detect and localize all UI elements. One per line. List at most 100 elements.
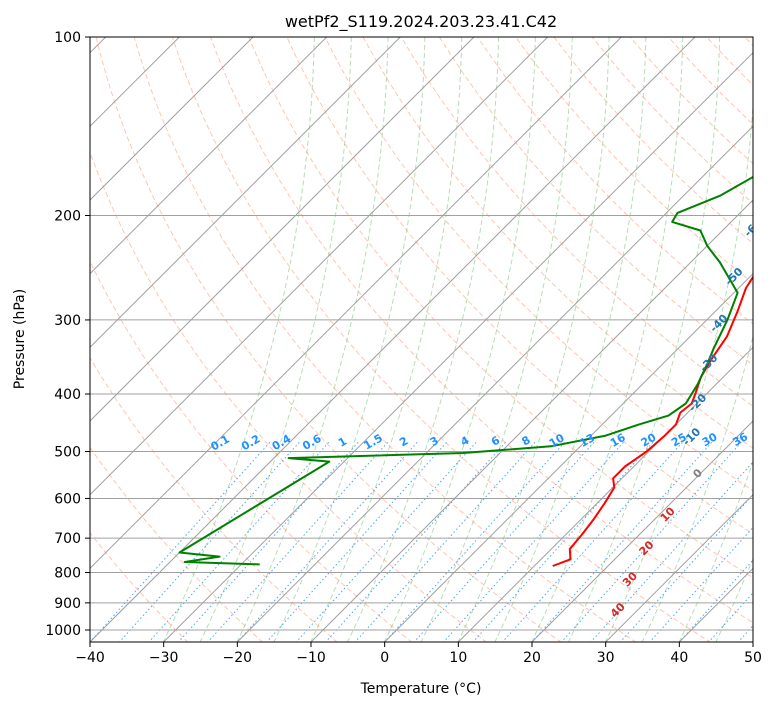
dry-adiabat-line bbox=[477, 37, 753, 325]
mixing-ratio-line bbox=[148, 440, 331, 642]
mixing-ratio-line bbox=[295, 440, 478, 642]
isotherm-gridline bbox=[90, 37, 475, 422]
x-tick-label: 30 bbox=[597, 650, 615, 666]
mixing-ratio-value-label: 8 bbox=[520, 433, 533, 448]
y-tick-label: 900 bbox=[54, 596, 81, 612]
x-tick-label: −30 bbox=[149, 650, 179, 666]
mixing-ratio-line bbox=[678, 559, 753, 642]
y-tick-label: 300 bbox=[54, 313, 81, 329]
moist-adiabat-line bbox=[383, 37, 536, 642]
mixing-ratio-value-label: 2 bbox=[397, 434, 410, 449]
isotherm-value-label: -70 bbox=[759, 170, 775, 193]
mixing-ratio-value-label: 1 bbox=[336, 435, 349, 450]
y-tick-label: 200 bbox=[54, 209, 81, 225]
moist-adiabat-line bbox=[604, 100, 753, 642]
dry-adiabat-line bbox=[324, 37, 753, 492]
mixing-ratio-value-label: 0.4 bbox=[270, 432, 294, 453]
dewpoint-profile-line bbox=[178, 175, 753, 566]
mixing-ratio-line bbox=[383, 440, 567, 642]
moist-adiabat-line bbox=[420, 37, 573, 642]
x-tick-label: 40 bbox=[670, 650, 688, 666]
mixing-ratio-line bbox=[118, 440, 301, 642]
mixing-ratio-value-label: 20 bbox=[639, 431, 659, 450]
moist-adiabat-line bbox=[494, 37, 647, 642]
mixing-ratio-line bbox=[531, 440, 714, 642]
isotherm-gridline bbox=[236, 125, 753, 642]
dry-adiabat-line bbox=[248, 37, 753, 579]
isotherm-value-label: -30 bbox=[697, 351, 720, 374]
isotherm-gridline bbox=[310, 199, 753, 642]
moist-adiabat-line bbox=[273, 37, 426, 642]
isotherm-gridline bbox=[383, 272, 753, 642]
isotherm-gridline bbox=[678, 567, 753, 642]
y-tick-label: 700 bbox=[54, 531, 81, 547]
moist-adiabat-line bbox=[162, 37, 315, 642]
mixing-ratio-value-label: 0.2 bbox=[239, 432, 262, 453]
moist-adiabat-line bbox=[531, 37, 684, 642]
isotherm-gridline bbox=[752, 641, 753, 642]
x-tick-label: 0 bbox=[380, 650, 389, 666]
moist-adiabat-line bbox=[457, 37, 610, 642]
isotherm-gridline bbox=[604, 493, 753, 642]
mixing-ratio-value-label: 0.1 bbox=[209, 432, 232, 453]
mixing-ratio-line bbox=[207, 440, 390, 642]
dry-adiabat-line bbox=[438, 37, 753, 366]
axes: −40 −30 −20 −10 0 10 20 30 40 5010020030040050060… bbox=[45, 30, 762, 666]
isotherm-gridline bbox=[531, 420, 753, 642]
isotherm-gridline bbox=[90, 37, 622, 570]
isotherm-gridline bbox=[162, 51, 753, 642]
moist-adiabat-line bbox=[641, 334, 753, 642]
y-tick-label: 1000 bbox=[45, 623, 81, 639]
dry-adiabat-line bbox=[90, 532, 189, 642]
isotherm-gridline bbox=[457, 346, 753, 642]
isotherm-gridline bbox=[90, 37, 549, 496]
mixing-ratio-line bbox=[619, 493, 753, 642]
dry-adiabat-line bbox=[133, 37, 637, 642]
mixing-ratio-value-label: 4 bbox=[458, 434, 471, 449]
y-tick-label: 600 bbox=[54, 491, 81, 507]
moist-adiabat-value-label: 0 bbox=[690, 466, 705, 481]
x-tick-label: 50 bbox=[744, 650, 762, 666]
moist-adiabat-line bbox=[236, 37, 389, 642]
dry-adiabat-line bbox=[90, 260, 413, 642]
y-tick-label: 100 bbox=[54, 30, 81, 46]
x-axis-label: Temperature (°C) bbox=[360, 681, 482, 697]
x-tick-label: −40 bbox=[75, 650, 105, 666]
chart-title: wetPf2_S119.2024.203.23.41.C42 bbox=[285, 12, 557, 32]
mixing-ratio-line bbox=[501, 440, 684, 642]
plot-area bbox=[90, 37, 753, 642]
temperature-profile-line bbox=[552, 275, 753, 567]
mixing-ratio-line bbox=[266, 440, 449, 642]
mixing-ratio-line bbox=[177, 440, 360, 642]
mixing-ratio-line bbox=[560, 440, 743, 642]
moist-adiabat-line bbox=[568, 37, 721, 642]
isotherm-gridline bbox=[90, 37, 401, 349]
isotherm-gridline bbox=[90, 37, 696, 642]
mixing-ratio-line bbox=[590, 461, 753, 642]
y-tick-label: 400 bbox=[54, 387, 81, 403]
x-tick-label: 10 bbox=[449, 650, 467, 666]
mixing-ratio-value-label: 0.6 bbox=[300, 432, 324, 453]
dry-adiabat-line bbox=[286, 37, 753, 535]
dry-adiabat-line bbox=[171, 37, 712, 642]
isotherm-value-label: -60 bbox=[742, 216, 765, 239]
dry-adiabat-line bbox=[90, 356, 338, 642]
mixing-ratio-line bbox=[413, 440, 596, 642]
dry-adiabat-line bbox=[400, 37, 753, 407]
y-tick-label: 500 bbox=[54, 444, 81, 460]
dry-adiabat-line bbox=[90, 150, 488, 642]
y-tick-label: 800 bbox=[54, 566, 81, 582]
isotherm-gridline bbox=[90, 37, 254, 201]
dry-adiabat-line bbox=[553, 37, 753, 244]
dry-adiabat-line bbox=[95, 37, 562, 642]
mixing-ratio-value-label: 30 bbox=[700, 430, 720, 449]
dry-adiabat-line bbox=[210, 37, 753, 624]
dry-adiabat-line bbox=[668, 37, 753, 125]
moist-adiabat-line bbox=[347, 37, 500, 642]
mixing-ratio-line bbox=[325, 440, 508, 642]
dry-adiabat-line bbox=[90, 446, 263, 642]
x-tick-label: −10 bbox=[296, 650, 326, 666]
mixing-ratio-line bbox=[354, 440, 537, 642]
moist-adiabat-value-label: 10 bbox=[658, 504, 678, 524]
